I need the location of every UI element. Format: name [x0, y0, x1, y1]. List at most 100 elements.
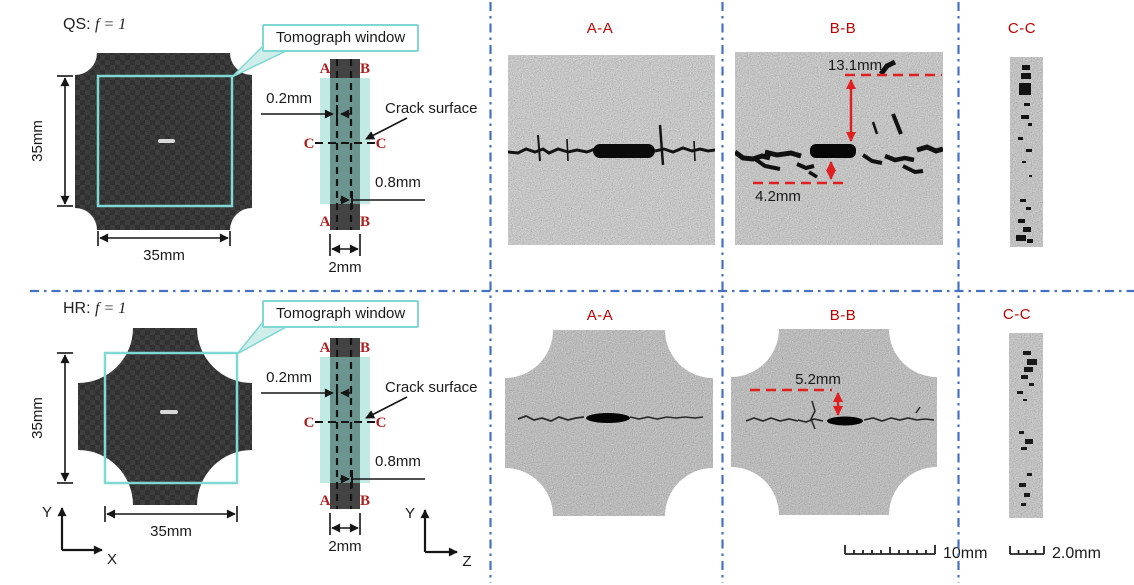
crack-slit-hr	[160, 410, 178, 414]
crack-slit-qs	[158, 139, 175, 143]
letter-b-bottom: B	[360, 493, 370, 509]
section-title-cc-hr: C-C	[1002, 306, 1032, 323]
measure-label-5-2mm: 5.2mm	[795, 371, 841, 388]
crack-trace	[508, 124, 715, 166]
tomograph-image-bb-qs: 13.1mm 4.2mm	[735, 52, 943, 245]
crack-surface-arrow	[365, 117, 408, 140]
letter-b-top: B	[360, 61, 370, 77]
measurement-4-2mm: 4.2mm	[753, 161, 843, 205]
letter-a-bottom: A	[320, 493, 331, 509]
letter-b-bottom: B	[360, 214, 370, 230]
letter-a-top: A	[320, 61, 331, 77]
crack-void	[586, 413, 630, 423]
section-title-aa-qs: A-A	[586, 20, 614, 37]
letter-b-top: B	[360, 340, 370, 356]
section-letters: A B A B C C	[304, 61, 387, 230]
dim-gap-arrows	[340, 191, 425, 209]
letter-a-bottom: A	[320, 214, 331, 230]
dim-thickness-arrows	[329, 513, 361, 535]
section-cut-lines	[335, 338, 353, 509]
axes-yz: Y Z	[405, 505, 472, 570]
crack-trace	[517, 415, 704, 422]
tomograph-image-cc-hr	[1009, 333, 1043, 518]
section-letters: A B A B C C	[304, 340, 387, 509]
row-label-hr-math: f = 1	[95, 300, 127, 317]
crack-void	[827, 416, 863, 426]
crack-trace	[745, 400, 935, 430]
scalebar-2mm-label: 2.0mm	[1052, 545, 1101, 562]
letter-c-left: C	[304, 136, 315, 152]
letter-c-left: C	[304, 415, 315, 431]
section-cut-lines	[335, 59, 353, 230]
dim-offset-arrows	[261, 105, 352, 123]
row-label-hr-prefix: HR:	[63, 300, 91, 317]
scalebar-10mm-label: 10mm	[943, 545, 987, 562]
specimen-shape-hr	[78, 328, 252, 505]
row-label-qs: QS: f = 1	[63, 16, 126, 34]
height-dimension-hr	[57, 352, 73, 484]
section-title-bb-qs: B-B	[829, 20, 857, 37]
ruler-10mm	[844, 545, 936, 555]
ruler-2mm	[1009, 546, 1045, 555]
width-dimension-hr	[104, 506, 238, 522]
crack-surface-label: Crack surface	[385, 100, 478, 117]
schematic-tomograph-window	[320, 78, 370, 204]
crack-surface-label: Crack surface	[385, 379, 478, 396]
dim-gap-label: 0.8mm	[375, 174, 421, 191]
axis-label-x: X	[107, 551, 117, 568]
height-dimension-label-hr: 35mm	[30, 397, 46, 439]
tomograph-image-aa-qs	[508, 55, 715, 245]
dim-thickness-arrows	[329, 234, 361, 256]
specimen-diagram-qs: 35mm 35mm	[30, 53, 252, 264]
specimen-diagram-hr: 35mm 35mm	[30, 328, 252, 540]
measurement-13-1mm: 13.1mm	[828, 57, 942, 142]
height-dimension-label-qs: 35mm	[30, 120, 46, 162]
callout-tomograph-window-hr: Tomograph window	[262, 300, 420, 328]
measure-label-4-2mm: 4.2mm	[755, 188, 801, 205]
crack-void	[810, 144, 856, 158]
axes-yz-arrows	[420, 509, 458, 557]
cross-section-schematic-hr: A B A B C C 0.2mm Crack surface 0.8mm 2m…	[261, 338, 478, 555]
tomo-shape	[505, 330, 713, 516]
section-title-bb-hr: B-B	[829, 307, 857, 324]
tomograph-image-aa-hr	[505, 330, 713, 516]
row-label-hr: HR: f = 1	[63, 300, 126, 318]
dim-offset-arrows	[261, 384, 352, 402]
crack-void	[593, 144, 655, 158]
width-dimension-qs	[97, 231, 231, 246]
tomograph-image-bb-hr: 5.2mm	[731, 329, 937, 515]
scalebar-2mm: 2.0mm	[1009, 545, 1101, 562]
axis-label-y: Y	[42, 504, 52, 521]
measure-label-13-1mm: 13.1mm	[828, 57, 882, 74]
section-title-cc-qs: C-C	[1007, 20, 1037, 37]
dim-thickness-label: 2mm	[328, 259, 361, 276]
callout-tomograph-window-qs: Tomograph window	[262, 24, 420, 52]
scalebar-10mm: 10mm	[844, 545, 987, 562]
tomograph-window-overlay-hr	[103, 351, 239, 485]
letter-c-right: C	[376, 136, 387, 152]
crack-surface-arrow	[365, 396, 408, 419]
crack-trace	[735, 59, 943, 179]
height-dimension-qs	[57, 75, 73, 207]
axes-yx: Y X	[42, 504, 117, 568]
axes-yx-arrows	[57, 507, 103, 555]
cross-section-schematic-qs: A B A B C C 0.2mm Crack surface 0.8mm 2m…	[261, 59, 478, 276]
dim-gap-arrows	[340, 470, 425, 488]
row-label-qs-prefix: QS:	[63, 16, 91, 33]
axis-label-y: Y	[405, 505, 415, 522]
tomograph-window-overlay-qs	[96, 74, 234, 208]
schematic-tomograph-window	[320, 357, 370, 483]
dim-offset-label: 0.2mm	[266, 90, 312, 107]
section-title-aa-hr: A-A	[586, 307, 614, 324]
dim-offset-label: 0.2mm	[266, 369, 312, 386]
row-label-qs-math: f = 1	[95, 16, 127, 33]
width-dimension-label-hr: 35mm	[150, 523, 192, 540]
tomograph-image-cc-qs	[1010, 57, 1043, 247]
defect-specks	[1017, 351, 1037, 506]
letter-a-top: A	[320, 340, 331, 356]
axis-label-z: Z	[462, 553, 471, 570]
defect-specks	[1016, 65, 1033, 243]
width-dimension-label-qs: 35mm	[143, 247, 185, 264]
dim-gap-label: 0.8mm	[375, 453, 421, 470]
